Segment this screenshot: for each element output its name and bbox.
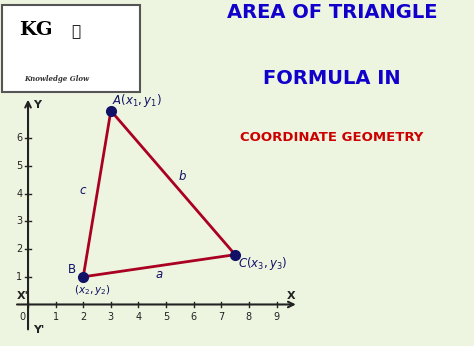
Text: AREA OF TRIANGLE: AREA OF TRIANGLE: [227, 3, 437, 22]
Text: 6: 6: [191, 312, 197, 322]
Text: 1: 1: [17, 272, 22, 282]
Text: KG: KG: [19, 21, 53, 39]
Text: Knowledge Glow: Knowledge Glow: [24, 75, 89, 83]
Text: 1: 1: [53, 312, 59, 322]
Text: c: c: [79, 184, 86, 197]
Text: 3: 3: [108, 312, 114, 322]
Text: COORDINATE GEOMETRY: COORDINATE GEOMETRY: [240, 131, 423, 145]
Text: $(x_2, y_2)$: $(x_2, y_2)$: [73, 283, 110, 298]
Text: Y: Y: [33, 100, 41, 110]
Text: 4: 4: [17, 189, 22, 199]
Text: $C(x_3, y_3)$: $C(x_3, y_3)$: [238, 255, 288, 272]
Text: 5: 5: [163, 312, 169, 322]
Text: a: a: [155, 268, 162, 281]
Text: Y': Y': [33, 325, 44, 335]
Text: B: B: [68, 263, 76, 276]
Text: X: X: [287, 291, 296, 301]
Text: X': X': [17, 291, 29, 301]
Text: b: b: [179, 170, 186, 183]
Text: 2: 2: [16, 244, 22, 254]
Text: 4: 4: [136, 312, 142, 322]
Text: FORMULA IN: FORMULA IN: [263, 69, 401, 88]
Text: 👤: 👤: [71, 24, 80, 39]
Text: $A(x_1, y_1)$: $A(x_1, y_1)$: [112, 92, 162, 109]
Text: 6: 6: [17, 134, 22, 143]
Text: 0: 0: [19, 312, 25, 322]
Text: 7: 7: [218, 312, 224, 322]
Text: 5: 5: [16, 161, 22, 171]
Text: 3: 3: [17, 217, 22, 226]
Text: 2: 2: [80, 312, 86, 322]
Text: 9: 9: [273, 312, 280, 322]
Text: 8: 8: [246, 312, 252, 322]
